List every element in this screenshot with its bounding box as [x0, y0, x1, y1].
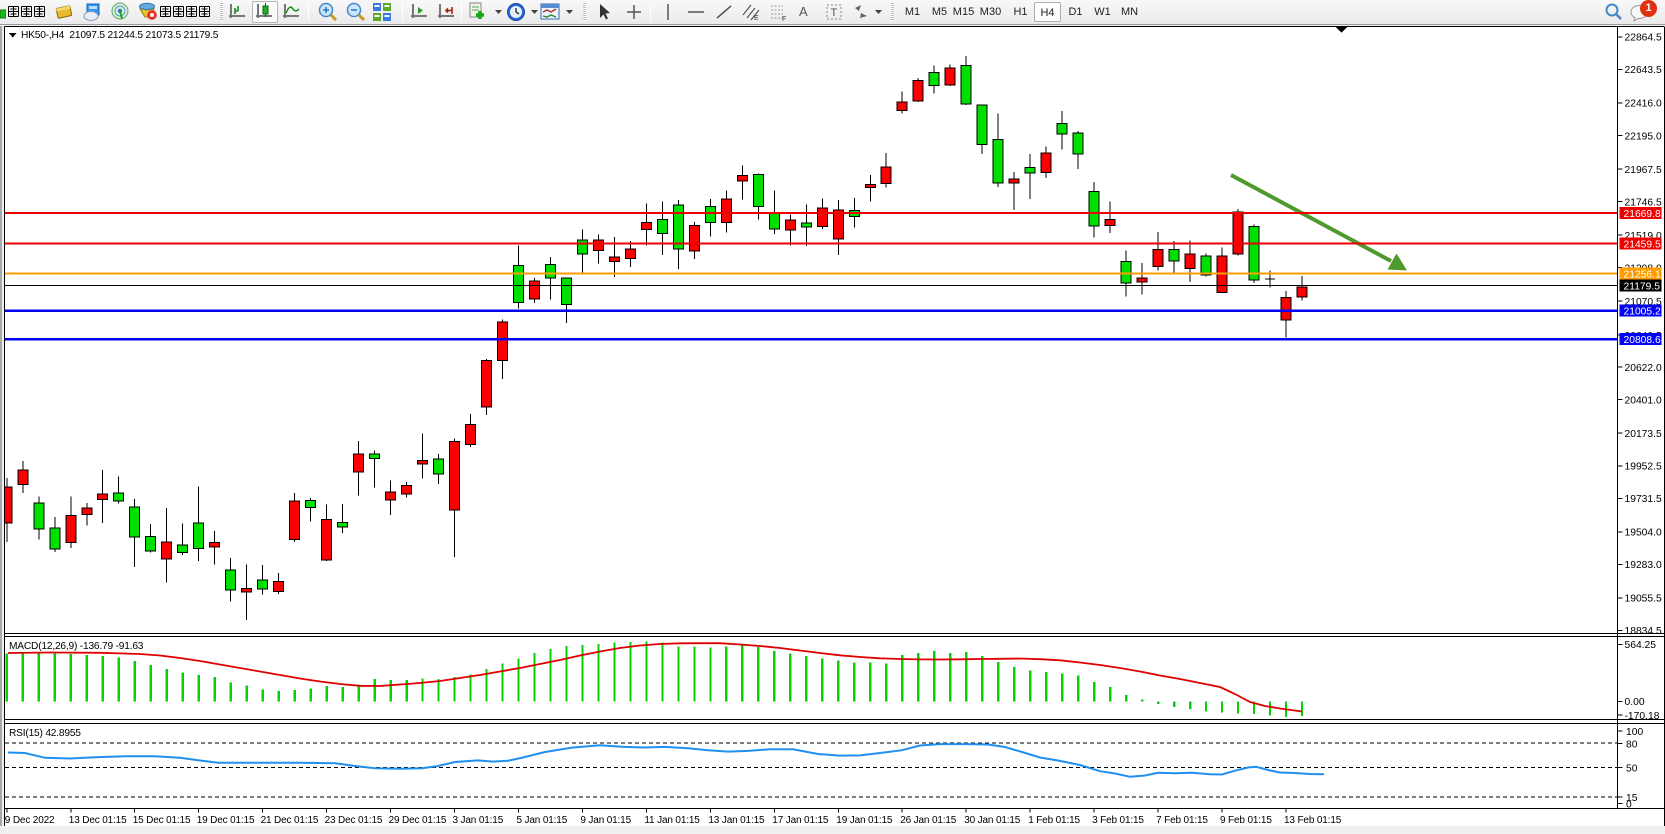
svg-text:13 Dec 01:15: 13 Dec 01:15 — [69, 815, 127, 826]
svg-text:1 Feb 01:15: 1 Feb 01:15 — [1028, 815, 1080, 826]
svg-text:20622.0: 20622.0 — [1625, 363, 1662, 374]
svg-text:80: 80 — [1626, 740, 1638, 751]
svg-text:19504.0: 19504.0 — [1625, 528, 1662, 539]
svg-text:21669.8: 21669.8 — [1624, 209, 1661, 220]
svg-text:3 Feb 01:15: 3 Feb 01:15 — [1092, 815, 1144, 826]
svg-text:MACD(12,26,9) -136.79 -91.63: MACD(12,26,9) -136.79 -91.63 — [9, 641, 144, 652]
svg-text:564.25: 564.25 — [1625, 640, 1657, 651]
svg-text:21746.5: 21746.5 — [1625, 197, 1662, 208]
svg-text:19283.0: 19283.0 — [1625, 560, 1662, 571]
svg-text:17 Jan 01:15: 17 Jan 01:15 — [772, 815, 829, 826]
svg-text:23 Dec 01:15: 23 Dec 01:15 — [325, 815, 383, 826]
svg-text:21967.5: 21967.5 — [1625, 165, 1662, 176]
svg-text:21005.2: 21005.2 — [1624, 306, 1661, 317]
svg-text:29 Dec 01:15: 29 Dec 01:15 — [389, 815, 447, 826]
svg-text:19055.5: 19055.5 — [1625, 594, 1662, 605]
svg-text:22864.5: 22864.5 — [1625, 33, 1662, 44]
svg-text:5 Jan 01:15: 5 Jan 01:15 — [517, 815, 568, 826]
svg-text:20401.0: 20401.0 — [1625, 396, 1662, 407]
svg-text:RSI(15) 42.8955: RSI(15) 42.8955 — [9, 728, 81, 739]
svg-text:19 Dec 01:15: 19 Dec 01:15 — [197, 815, 255, 826]
svg-text:22195.0: 22195.0 — [1625, 131, 1662, 142]
svg-text:100: 100 — [1626, 727, 1643, 738]
svg-text:21179.5: 21179.5 — [1624, 281, 1661, 292]
svg-text:20808.6: 20808.6 — [1624, 335, 1661, 346]
svg-text:7 Feb 01:15: 7 Feb 01:15 — [1156, 815, 1208, 826]
svg-text:18834.5: 18834.5 — [1625, 626, 1662, 637]
svg-text:T: T — [831, 7, 838, 19]
svg-text:19952.5: 19952.5 — [1625, 462, 1662, 473]
svg-text:E: E — [754, 15, 759, 22]
svg-text:21459.5: 21459.5 — [1624, 239, 1661, 250]
svg-text:21070.5: 21070.5 — [1625, 297, 1662, 308]
svg-text:15: 15 — [1626, 793, 1638, 804]
svg-text:21256.1: 21256.1 — [1624, 269, 1661, 280]
svg-text:13 Feb 01:15: 13 Feb 01:15 — [1284, 815, 1342, 826]
svg-text:21 Dec 01:15: 21 Dec 01:15 — [261, 815, 319, 826]
svg-text:13 Jan 01:15: 13 Jan 01:15 — [708, 815, 765, 826]
svg-text:22416.0: 22416.0 — [1625, 99, 1662, 110]
svg-text:0: 0 — [1626, 800, 1632, 811]
svg-text:-170.18: -170.18 — [1625, 711, 1660, 722]
svg-text:HK50-,H4 21097.5 21244.5 2107: HK50-,H4 21097.5 21244.5 21073.5 21179.5 — [21, 30, 219, 41]
svg-text:21519.0: 21519.0 — [1625, 231, 1662, 242]
svg-text:F: F — [782, 16, 786, 22]
svg-text:3 Jan 01:15: 3 Jan 01:15 — [453, 815, 504, 826]
svg-text:9 Feb 01:15: 9 Feb 01:15 — [1220, 815, 1272, 826]
svg-text:50: 50 — [1626, 764, 1638, 775]
svg-text:22643.5: 22643.5 — [1625, 65, 1662, 76]
svg-text:9 Dec 2022: 9 Dec 2022 — [5, 815, 55, 826]
svg-text:30 Jan 01:15: 30 Jan 01:15 — [964, 815, 1021, 826]
svg-text:20173.5: 20173.5 — [1625, 429, 1662, 440]
svg-text:26 Jan 01:15: 26 Jan 01:15 — [900, 815, 957, 826]
svg-text:0.00: 0.00 — [1625, 697, 1645, 708]
svg-text:19 Jan 01:15: 19 Jan 01:15 — [836, 815, 893, 826]
svg-text:15 Dec 01:15: 15 Dec 01:15 — [133, 815, 191, 826]
svg-text:19731.5: 19731.5 — [1625, 494, 1662, 505]
svg-text:11 Jan 01:15: 11 Jan 01:15 — [644, 815, 700, 826]
svg-text:9 Jan 01:15: 9 Jan 01:15 — [580, 815, 631, 826]
